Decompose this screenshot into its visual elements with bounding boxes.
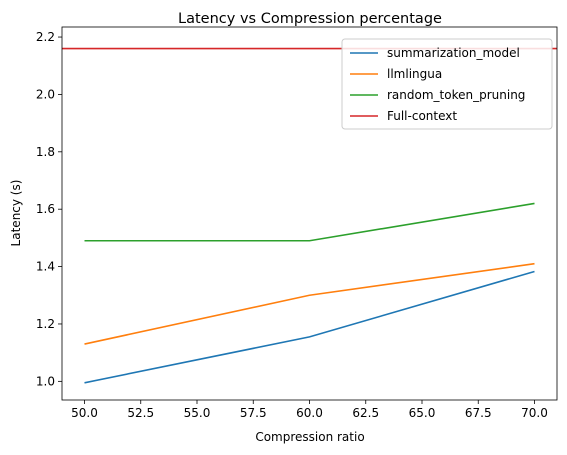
y-tick-label: 1.4 (36, 260, 55, 274)
y-tick-label: 1.8 (36, 145, 55, 159)
y-tick-label: 1.2 (36, 317, 55, 331)
y-tick-label: 1.6 (36, 202, 55, 216)
chart-title: Latency vs Compression percentage (178, 11, 442, 27)
series-line-summarization-model (84, 270, 535, 384)
legend-box (341, 38, 553, 130)
x-tick-label: 55.0 (184, 406, 211, 420)
x-tick-label: 57.5 (240, 406, 267, 420)
series-line-llmlingua (84, 262, 535, 345)
legend-label: llmlingua (387, 67, 442, 81)
legend-label: summarization_model (387, 46, 520, 60)
x-tick-label: 60.0 (296, 406, 323, 420)
legend-label: random_token_pruning (387, 88, 525, 102)
x-tick-label: 70.0 (521, 406, 548, 420)
x-tick-label: 65.0 (409, 406, 436, 420)
x-axis: 50.0 52.5 55.0 57.5 60.0 62.5 65.0 67.5 70.0 (71, 400, 548, 420)
y-tick-label: 1.0 (36, 374, 55, 388)
y-axis: 1.0 1.2 1.4 1.6 1.8 2.0 2.2 (36, 30, 62, 388)
x-tick-label: 52.5 (127, 406, 154, 420)
y-axis-label: Latency (s) (9, 180, 23, 247)
y-tick-label: 2.2 (36, 30, 55, 44)
x-axis-label: Compression ratio (255, 430, 364, 444)
y-tick-label: 2.0 (36, 87, 55, 101)
legend: summarization_model llmlingua random_token… (341, 38, 553, 130)
x-tick-label: 67.5 (465, 406, 492, 420)
x-tick-label: 50.0 (71, 406, 98, 420)
series-line-random-token-pruning (84, 202, 535, 242)
legend-label: Full-context (387, 109, 457, 123)
x-tick-label: 62.5 (352, 406, 379, 420)
